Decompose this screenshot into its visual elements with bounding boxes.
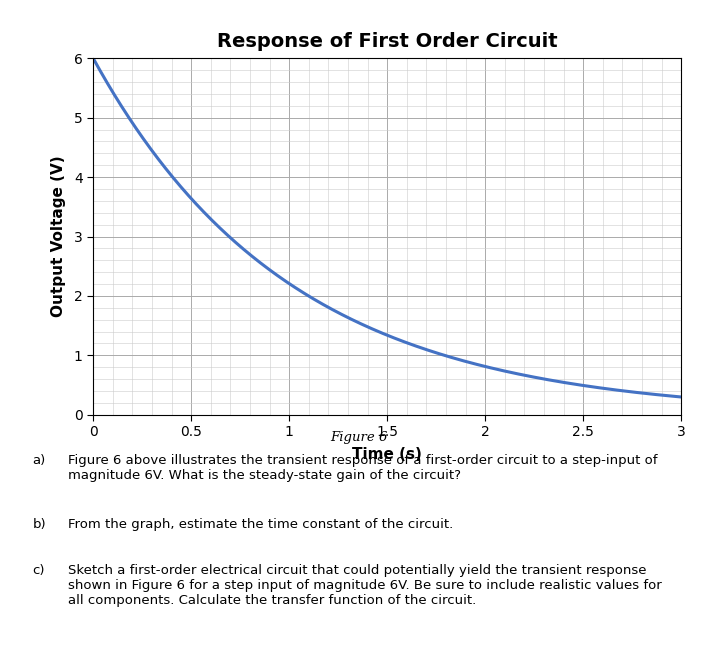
Text: Figure 6 above illustrates the transient response of a first-order circuit to a : Figure 6 above illustrates the transient… (68, 454, 657, 481)
X-axis label: Time (s): Time (s) (352, 448, 422, 463)
Title: Response of First Order Circuit: Response of First Order Circuit (217, 32, 558, 51)
Text: b): b) (32, 518, 46, 531)
Text: Figure 6: Figure 6 (330, 431, 387, 444)
Text: From the graph, estimate the time constant of the circuit.: From the graph, estimate the time consta… (68, 518, 453, 531)
Text: a): a) (32, 454, 45, 467)
Y-axis label: Output Voltage (V): Output Voltage (V) (51, 156, 65, 318)
Text: c): c) (32, 564, 44, 577)
Text: Sketch a first-order electrical circuit that could potentially yield the transie: Sketch a first-order electrical circuit … (68, 564, 662, 607)
